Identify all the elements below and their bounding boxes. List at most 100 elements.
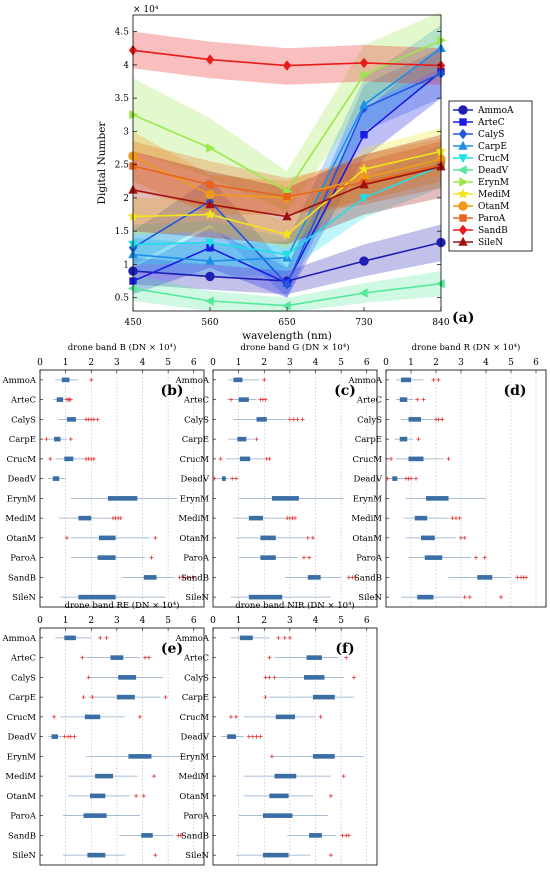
outlier	[457, 516, 462, 521]
outlier	[328, 793, 333, 798]
marker-SandB	[359, 57, 369, 69]
box	[64, 635, 76, 641]
category-label: ArteC	[10, 396, 36, 406]
marker-SandB	[282, 60, 292, 71]
legend-entry: DeadV	[478, 166, 509, 176]
category-label: CalyS	[11, 415, 36, 425]
category-label: DeadV	[8, 475, 37, 485]
outlier	[346, 833, 351, 838]
outlier	[272, 675, 277, 680]
box	[421, 535, 435, 541]
panel-label: (d)	[503, 383, 526, 399]
x-tick-label: 6	[364, 616, 370, 626]
outlier	[340, 833, 345, 838]
category-label: CrucM	[352, 455, 382, 465]
legend-marker-SileN	[458, 236, 468, 246]
legend-marker-ParoA	[459, 214, 467, 222]
x-tick-label: 840	[432, 318, 449, 328]
box	[239, 456, 251, 462]
legend-marker-AmmoA	[458, 105, 468, 115]
outlier	[149, 555, 154, 560]
category-label: ArteC	[356, 396, 382, 406]
legend-marker-CalyS	[458, 128, 468, 140]
category-label: ParoA	[10, 554, 37, 564]
panel-title: drone band NIR (DN × 10⁴)	[235, 600, 355, 611]
legend-entry: OtanM	[478, 202, 509, 212]
legend-entry: CrucM	[478, 154, 509, 164]
outlier	[385, 476, 390, 481]
x-tick-label: 4	[140, 358, 146, 368]
panel-f: drone band NIR (DN × 10⁴) 0 1 2 3 4 5 6 AmmoA Art…	[174, 600, 378, 866]
box	[260, 555, 276, 560]
x-tick-label: 3	[287, 358, 293, 368]
category-label: OtanM	[179, 534, 209, 544]
category-label: CalyS	[11, 673, 36, 683]
panel-label: (a)	[452, 310, 474, 326]
outlier	[287, 635, 292, 640]
outlier	[89, 377, 94, 382]
box	[408, 417, 421, 422]
x-tick-label: 450	[124, 318, 141, 328]
legend-marker-ErynM	[459, 177, 469, 187]
box	[143, 575, 157, 580]
box	[51, 734, 58, 739]
legend-entry: ArteC	[477, 118, 505, 128]
category-label: SileN	[358, 593, 382, 603]
x-tick-label: 1	[63, 358, 69, 368]
x-tick-label: 6	[191, 616, 197, 626]
outlier	[459, 535, 463, 540]
x-tick-label: 2	[433, 358, 439, 368]
legend-entry: SandB	[478, 226, 508, 236]
box	[56, 397, 64, 402]
outlier	[267, 655, 272, 660]
x-tick-label: 6	[533, 358, 539, 368]
axes-frame	[385, 369, 547, 608]
category-label: MediM	[178, 514, 209, 524]
box	[256, 417, 267, 422]
outlier	[467, 595, 472, 600]
box	[477, 575, 493, 580]
x-tick-label: 4	[483, 358, 489, 368]
category-label: CarpE	[182, 693, 209, 703]
outlier	[104, 635, 109, 640]
category-label: OtanM	[6, 534, 36, 544]
panel-label: (e)	[161, 641, 183, 657]
y-tick-label: 3.5	[115, 94, 130, 104]
outlier	[421, 397, 426, 402]
band-CarpE	[133, 25, 441, 278]
y-exponent-label: × 10⁴	[133, 5, 159, 15]
panel-label: (f)	[335, 641, 354, 657]
outlier	[258, 734, 263, 739]
outlier	[524, 575, 528, 580]
box	[306, 655, 322, 660]
category-label: SileN	[12, 851, 36, 861]
category-label: CarpE	[9, 693, 36, 703]
outlier	[446, 456, 451, 461]
marker-ParoA	[206, 180, 214, 189]
outlier	[68, 437, 73, 442]
outlier	[262, 377, 267, 382]
outlier	[212, 476, 217, 481]
outlier	[454, 516, 458, 521]
box	[392, 476, 398, 481]
marker-DeadV	[435, 279, 445, 289]
category-label: CalyS	[184, 673, 209, 683]
legend-entry: MediM	[478, 190, 510, 200]
marker-DeadV	[204, 296, 214, 306]
panel-title: drone band B (DN × 10⁴)	[68, 342, 177, 353]
box	[116, 694, 135, 700]
marker-OtanM	[205, 189, 215, 200]
outlier	[269, 754, 274, 759]
box	[83, 813, 107, 818]
box	[401, 377, 411, 383]
legend-entry: CalyS	[478, 130, 504, 140]
x-tick-label: 6	[191, 358, 197, 368]
outlier	[263, 675, 268, 680]
panel-title: drone band R (DN × 10⁴)	[412, 342, 521, 353]
category-label: DeadV	[354, 475, 383, 485]
category-label: CrucM	[6, 455, 36, 465]
category-label: ParoA	[183, 554, 210, 564]
outlier	[146, 655, 151, 660]
box	[227, 734, 237, 739]
